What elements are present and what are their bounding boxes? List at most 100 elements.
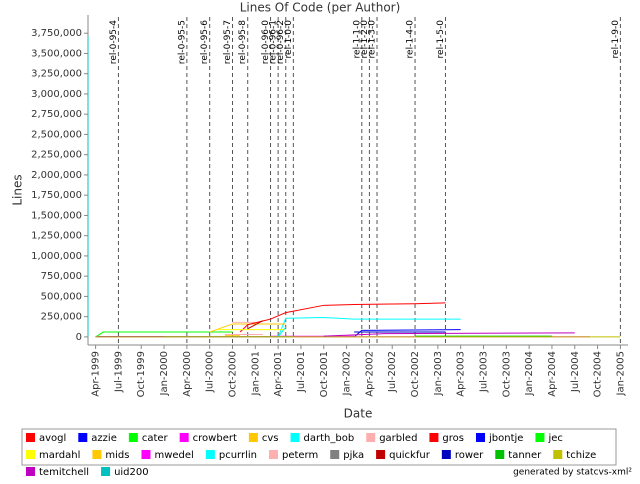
legend-label: mwedel bbox=[154, 450, 193, 461]
legend-swatch bbox=[441, 450, 451, 459]
release-label: rel-0-95-4 bbox=[109, 20, 119, 64]
x-tick-label: Jan-2002 bbox=[342, 351, 353, 396]
legend-swatch bbox=[141, 450, 151, 459]
legend-swatch bbox=[476, 433, 485, 442]
release-label: rel-1-2-0 bbox=[360, 20, 370, 59]
legend-swatch bbox=[366, 433, 376, 442]
x-tick-label: Jul-1999 bbox=[113, 351, 124, 393]
legend-label: pjka bbox=[343, 450, 364, 461]
legend-swatch bbox=[26, 433, 35, 442]
x-tick-label: Jan-2001 bbox=[250, 351, 261, 396]
series-line bbox=[239, 302, 446, 333]
legend-label: mids bbox=[105, 450, 129, 461]
legend-swatch bbox=[128, 433, 138, 442]
release-label: rel-0-95-6 bbox=[200, 20, 210, 64]
x-axis-label: Date bbox=[344, 407, 373, 421]
y-tick-label: 1,250,000 bbox=[31, 231, 82, 242]
x-tick-label: Apr-2003 bbox=[456, 351, 467, 397]
y-tick-label: 0 bbox=[76, 332, 82, 343]
x-tick-label: Jul-2002 bbox=[387, 351, 398, 393]
release-label: rel-1-5-0 bbox=[436, 20, 446, 59]
y-tick-label: 3,250,000 bbox=[31, 69, 82, 80]
series-line bbox=[323, 332, 575, 337]
legend-swatch bbox=[248, 433, 258, 442]
release-label: rel-0-96-2 bbox=[276, 20, 286, 64]
release-label: rel-0-96-0 bbox=[261, 20, 271, 64]
y-tick-label: 2,250,000 bbox=[31, 150, 82, 161]
legend-swatch bbox=[553, 450, 563, 459]
legend-swatch bbox=[78, 433, 88, 442]
x-tick-label: Oct-2003 bbox=[501, 351, 512, 397]
y-tick-label: 2,000,000 bbox=[31, 170, 82, 181]
release-label: rel-0-95-7 bbox=[223, 20, 233, 64]
x-tick-label: Jan-2000 bbox=[159, 351, 170, 396]
legend-swatch bbox=[92, 450, 102, 459]
legend-label: gros bbox=[442, 433, 464, 444]
y-tick-label: 1,500,000 bbox=[31, 210, 82, 221]
x-tick-label: Jul-2001 bbox=[296, 351, 307, 393]
release-label: rel-0-95-8 bbox=[238, 20, 248, 64]
legend-label: darth_bob bbox=[304, 433, 355, 444]
y-tick-label: 2,500,000 bbox=[31, 129, 82, 140]
legend-label: quickfur bbox=[389, 450, 431, 461]
release-label: rel-1-4-0 bbox=[406, 20, 416, 59]
y-tick-label: 500,000 bbox=[41, 291, 82, 302]
legend-label: cvs bbox=[262, 433, 279, 444]
x-tick-label: Oct-2000 bbox=[228, 351, 239, 397]
legend-label: rower bbox=[455, 450, 484, 461]
x-tick-label: Apr-1999 bbox=[91, 351, 102, 397]
y-tick-label: 3,000,000 bbox=[31, 89, 82, 100]
y-tick-label: 3,500,000 bbox=[31, 48, 82, 59]
legend-label: avogl bbox=[39, 433, 66, 444]
legend-swatch bbox=[101, 467, 111, 476]
x-tick-label: Jul-2004 bbox=[570, 351, 581, 393]
legend-swatch bbox=[495, 450, 505, 459]
legend-swatch bbox=[535, 433, 545, 442]
x-tick-label: Jul-2003 bbox=[478, 351, 489, 393]
legend-label: tchize bbox=[566, 450, 596, 461]
series-line bbox=[247, 320, 264, 330]
y-tick-label: 250,000 bbox=[41, 312, 82, 323]
y-tick-label: 1,750,000 bbox=[31, 190, 82, 201]
y-tick-label: 1,000,000 bbox=[31, 251, 82, 262]
legend-swatch bbox=[429, 433, 439, 442]
x-tick-label: Jul-2000 bbox=[205, 351, 216, 393]
legend-swatch bbox=[205, 450, 215, 459]
x-tick-label: Apr-2000 bbox=[182, 351, 193, 397]
series-line bbox=[95, 331, 233, 338]
x-tick-label: Jan-2005 bbox=[615, 351, 626, 396]
series-line bbox=[277, 316, 461, 338]
legend-swatch bbox=[376, 450, 386, 459]
release-label: rel-1-1-0 bbox=[352, 20, 362, 59]
legend-swatch bbox=[179, 433, 189, 442]
footer: generated by statcvs-xml² bbox=[513, 468, 632, 478]
legend-label: peterm bbox=[282, 450, 318, 461]
legend-label: garbled bbox=[379, 433, 417, 444]
y-tick-label: 3,750,000 bbox=[31, 28, 82, 39]
legend-swatch bbox=[26, 467, 35, 476]
release-label: rel-0-95-5 bbox=[177, 20, 187, 64]
legend-label: tanner bbox=[508, 450, 542, 461]
y-tick-label: 2,750,000 bbox=[31, 109, 82, 120]
release-label: rel-1-3-0 bbox=[368, 20, 378, 59]
x-tick-label: Apr-2001 bbox=[273, 351, 284, 397]
series-line bbox=[277, 326, 287, 338]
legend-label: pcurrlin bbox=[219, 450, 257, 461]
legend-label: mardahl bbox=[39, 450, 80, 461]
x-tick-label: Apr-2002 bbox=[364, 351, 375, 397]
legend-label: temitchell bbox=[39, 467, 89, 478]
x-tick-label: Oct-2004 bbox=[593, 351, 604, 397]
legend-label: uid200 bbox=[114, 467, 149, 478]
x-tick-label: Oct-1999 bbox=[136, 351, 147, 397]
y-axis-label: Lines bbox=[11, 174, 25, 205]
x-tick-label: Oct-2001 bbox=[319, 351, 330, 397]
legend-label: cater bbox=[142, 433, 169, 444]
legend-swatch bbox=[330, 450, 340, 459]
x-tick-label: Oct-2002 bbox=[410, 351, 421, 397]
legend-swatch bbox=[26, 450, 35, 459]
legend-label: azzie bbox=[91, 433, 117, 444]
legend-label: jbontje bbox=[488, 433, 523, 444]
